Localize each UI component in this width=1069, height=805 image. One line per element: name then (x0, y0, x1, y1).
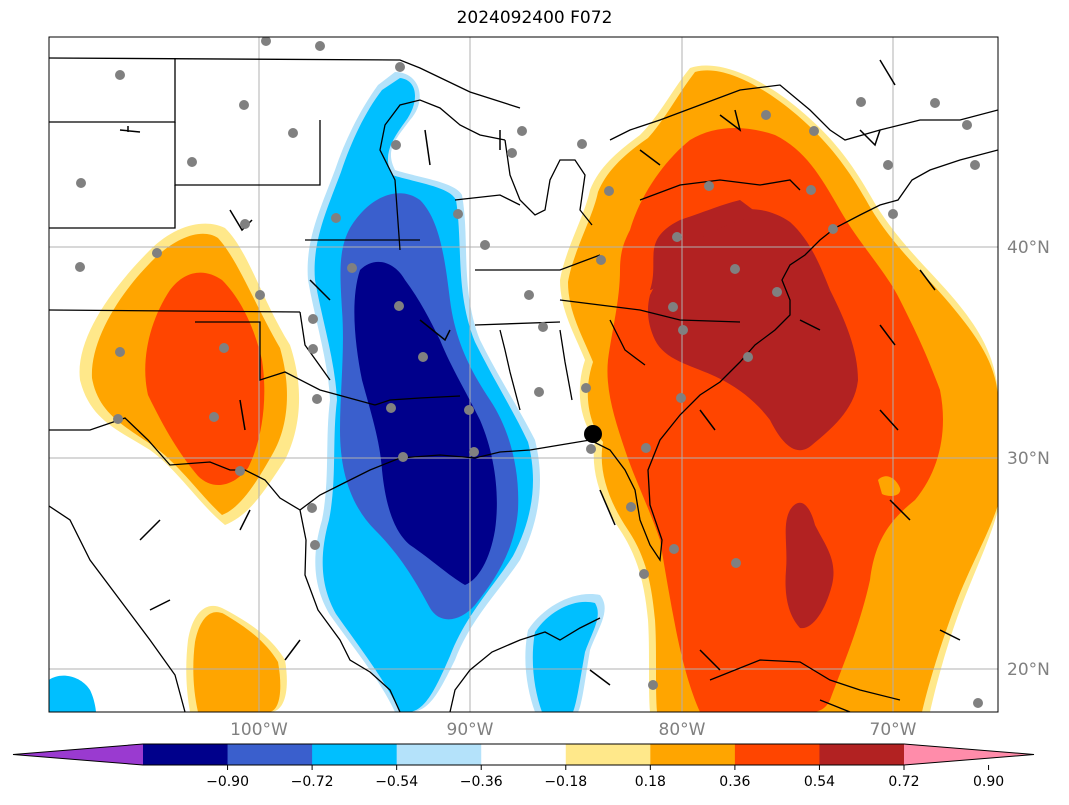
lat-label: 40°N (1007, 238, 1050, 258)
map-plot-area (49, 37, 998, 712)
colorbar-outline (12, 743, 1035, 766)
colorbar-tick-label: 0.18 (635, 774, 666, 790)
colorbar-tick-label: −0.18 (544, 774, 587, 790)
station-markers (75, 37, 983, 708)
map-frame (48, 36, 999, 713)
colorbar-bin (143, 744, 229, 765)
colorbar: −0.90 −0.72 −0.54 −0.36 −0.18 0.18 0.36 0.54 0.7… (12, 743, 1035, 790)
colorbar-bin (312, 744, 398, 765)
lon-label: 90°W (447, 720, 494, 740)
lon-label: 70°W (870, 720, 917, 740)
lat-axis-labels: 40°N 30°N 20°N (1007, 238, 1050, 680)
colorbar-bin (734, 744, 820, 765)
anomaly-caribbean-negative (49, 594, 605, 712)
wind-barbs (119, 59, 961, 686)
colorbar-bin (396, 744, 482, 765)
anomaly-central-negative (307, 72, 540, 712)
map-title: 2024092400 F072 (456, 8, 613, 28)
colorbar-bin (565, 744, 651, 765)
anomaly-east-positive (560, 65, 998, 712)
lat-label: 30°N (1007, 449, 1050, 469)
colorbar-tick-label: 0.54 (804, 774, 835, 790)
colorbar-bin (227, 744, 313, 765)
colorbar-extend-high (904, 744, 1034, 765)
anomaly-west-positive (79, 223, 300, 526)
colorbar-extend-low (13, 744, 143, 765)
colorbar-tick-label: 0.72 (888, 774, 919, 790)
graticule (49, 37, 998, 712)
lat-label: 20°N (1007, 660, 1050, 680)
colorbar-tick-label: −0.36 (460, 774, 503, 790)
colorbar-tick-label: 0.36 (719, 774, 750, 790)
colorbar-bin (481, 744, 567, 765)
lon-axis-labels: 100°W 90°W 80°W 70°W (230, 720, 917, 740)
colorbar-bin (819, 744, 905, 765)
colorbar-tick-label: 0.90 (973, 774, 1004, 790)
colorbar-bin (650, 744, 736, 765)
lon-label: 80°W (659, 720, 706, 740)
colorbar-tick-label: −0.90 (206, 774, 249, 790)
lon-label: 100°W (230, 720, 288, 740)
coastlines-and-borders (49, 57, 998, 712)
colorbar-tick-label: −0.72 (291, 774, 334, 790)
highlight-point-marker (584, 425, 602, 443)
colorbar-tick-label: −0.54 (375, 774, 418, 790)
